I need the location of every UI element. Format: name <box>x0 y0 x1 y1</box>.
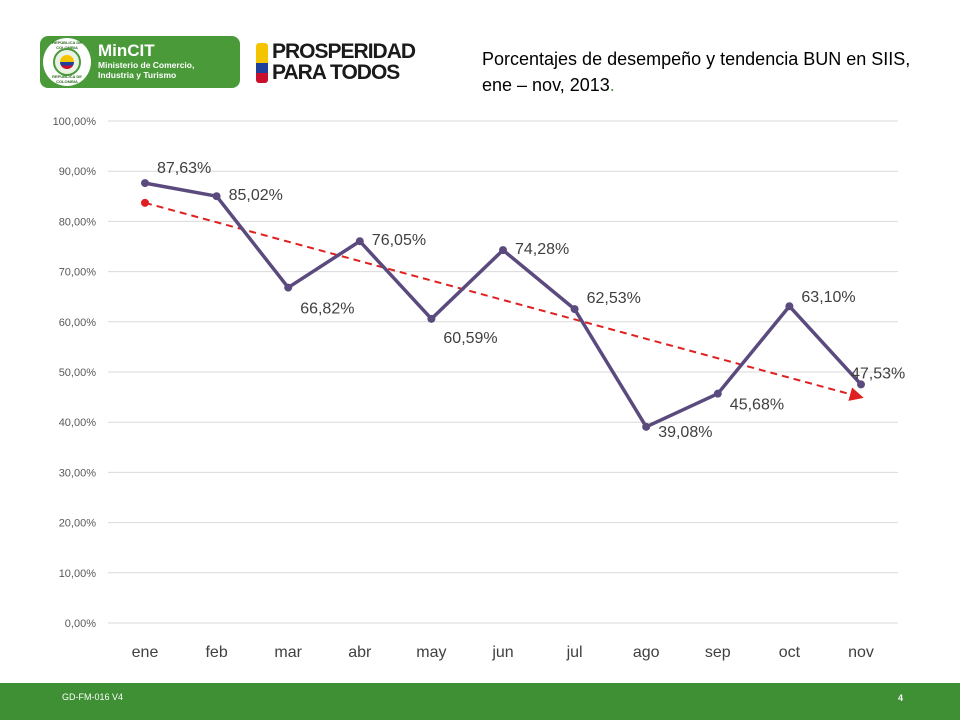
seal-top-text: REPÚBLICA DE COLOMBIA <box>52 40 82 50</box>
data-label: 62,53% <box>587 290 641 307</box>
data-point <box>642 422 651 431</box>
gridlines <box>108 120 898 624</box>
line-chart: 0,00% 10,00% 20,00% 30,00% 40,00% 50,00% 60,00… <box>53 116 906 661</box>
page-number: 4 <box>898 693 904 703</box>
data-point <box>499 246 507 255</box>
x-tick-label: mar <box>274 644 302 661</box>
data-label: 85,02% <box>229 187 283 204</box>
prosperidad-logo: PROSPERIDAD PARA TODOS <box>256 40 428 86</box>
x-tick-label: sep <box>705 644 731 661</box>
seal-ring <box>53 48 81 76</box>
y-tick-label: 30,00% <box>59 467 97 479</box>
seal-bottom-text: REPÚBLICA DE COLOMBIA <box>52 74 82 84</box>
y-axis-ticks: 0,00% 10,00% 20,00% 30,00% 40,00% 50,00% 60,00… <box>53 116 97 630</box>
mincit-subtitle: Ministerio de Comercio, Industria y Turi… <box>98 60 194 80</box>
flag-bar-icon <box>256 43 268 83</box>
y-tick-label: 100,00% <box>53 116 97 128</box>
data-label: 66,82% <box>300 301 354 318</box>
data-point <box>713 389 722 398</box>
slide-title-text: Porcentajes de desempeño y tendencia BUN… <box>482 49 911 95</box>
data-label: 76,05% <box>372 232 426 249</box>
y-tick-label: 50,00% <box>59 367 97 379</box>
data-point <box>284 283 293 292</box>
x-tick-label: feb <box>205 644 227 661</box>
x-tick-label: nov <box>848 644 874 661</box>
x-tick-label: oct <box>779 644 801 661</box>
data-point <box>427 314 436 323</box>
prosperidad-line1: PROSPERIDAD <box>272 40 416 63</box>
y-tick-label: 10,00% <box>59 568 97 580</box>
footer-code: GD-FM-016 V4 <box>62 692 124 702</box>
slide-title-period: . <box>609 75 615 95</box>
data-point <box>355 237 364 246</box>
x-tick-label: jun <box>491 644 513 661</box>
y-tick-label: 80,00% <box>59 216 97 228</box>
slide-title: Porcentajes de desempeño y tendencia BUN… <box>482 46 922 98</box>
mincit-subtitle-line2: Industria y Turismo <box>98 70 177 80</box>
x-tick-label: jul <box>566 644 583 661</box>
data-point <box>570 305 579 314</box>
series-group <box>141 179 865 431</box>
seal-flag-icon <box>60 55 74 69</box>
data-label: 39,08% <box>658 424 712 441</box>
series-line <box>144 181 863 429</box>
data-point <box>212 192 221 201</box>
mincit-logo: REPÚBLICA DE COLOMBIA REPÚBLICA DE COLOM… <box>40 36 240 88</box>
y-tick-label: 20,00% <box>59 518 97 530</box>
trendline <box>144 201 864 401</box>
data-label: 60,59% <box>443 330 497 347</box>
colombia-seal-icon: REPÚBLICA DE COLOMBIA REPÚBLICA DE COLOM… <box>43 38 91 86</box>
data-label: 87,63% <box>157 160 211 177</box>
data-label: 45,68% <box>730 397 784 414</box>
x-tick-label: ene <box>132 644 159 661</box>
data-label: 47,53% <box>851 365 905 382</box>
prosperidad-line2: PARA TODOS <box>272 61 400 84</box>
trendline-group <box>141 198 864 401</box>
trendline-start-point <box>141 198 149 207</box>
data-label: 63,10% <box>801 289 855 306</box>
data-point <box>785 302 794 311</box>
y-tick-label: 70,00% <box>59 267 97 279</box>
y-tick-label: 90,00% <box>59 166 97 178</box>
x-tick-label: may <box>416 644 446 661</box>
y-tick-label: 0,00% <box>65 618 96 630</box>
x-tick-label: ago <box>633 644 660 661</box>
x-axis-ticks: ene feb mar abr may jun jul ago sep oct nov <box>132 644 874 661</box>
data-label: 74,28% <box>515 241 569 258</box>
data-point <box>141 179 149 188</box>
x-tick-label: abr <box>348 644 372 661</box>
data-point <box>857 380 865 389</box>
footer-bar <box>0 683 960 720</box>
mincit-name: MinCIT <box>98 41 155 60</box>
y-tick-label: 60,00% <box>59 317 97 329</box>
mincit-subtitle-line1: Ministerio de Comercio, <box>98 60 195 70</box>
data-labels: 87,63% 85,02% 66,82% 76,05% 60,59% 74,28% 62,5… <box>157 160 905 441</box>
y-tick-label: 40,00% <box>59 417 97 429</box>
